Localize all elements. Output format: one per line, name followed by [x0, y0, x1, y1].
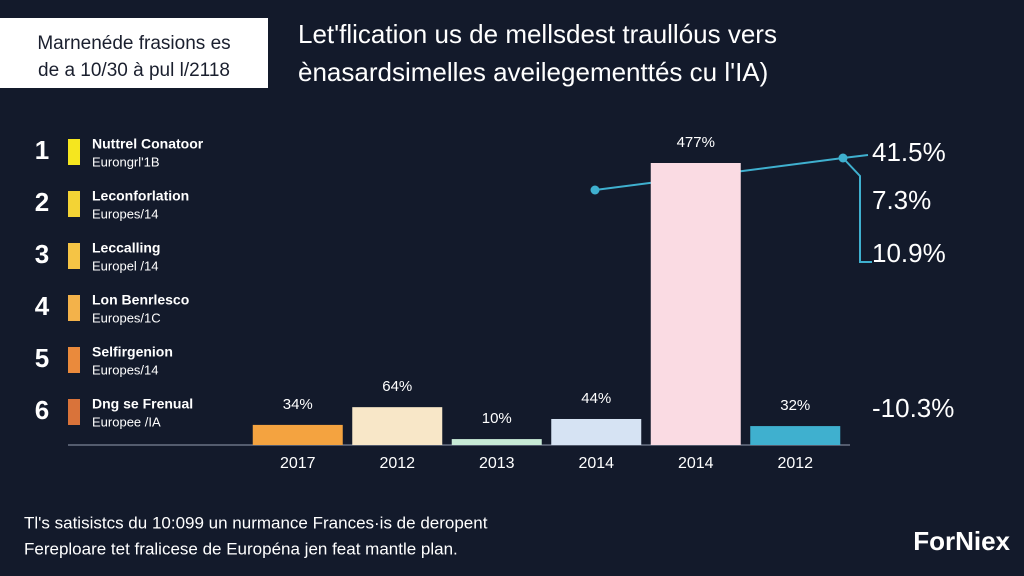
value-label: 34% — [283, 396, 313, 413]
rank-number: 4 — [35, 291, 50, 321]
value-label: 44% — [581, 390, 611, 407]
side-annotation: 41.5% — [872, 137, 946, 167]
value-label: 10% — [482, 410, 512, 427]
rank-sub: Europee /IA — [92, 414, 161, 429]
rank-swatch — [68, 347, 80, 373]
rank-swatch — [68, 243, 80, 269]
rank-name: Dng se Frenual — [92, 396, 193, 412]
side-annotation: 10.9% — [872, 238, 946, 268]
bar — [750, 426, 841, 445]
value-label: 64% — [382, 378, 412, 395]
header-line: de a 10/30 à pul l/2118 — [38, 60, 230, 81]
title-line: Let'flication us de mellsdest traullóus … — [298, 19, 777, 49]
rank-swatch — [68, 399, 80, 425]
x-tick-label: 2014 — [678, 455, 714, 472]
side-annotation: -10.3% — [872, 393, 954, 423]
bar — [252, 424, 343, 445]
x-tick-label: 2013 — [479, 455, 515, 472]
rank-number: 1 — [35, 135, 49, 165]
x-tick-label: 2017 — [280, 455, 316, 472]
header-box — [0, 18, 268, 88]
rank-sub: Europes/14 — [92, 362, 159, 377]
x-tick-label: 2014 — [578, 455, 614, 472]
rank-number: 6 — [35, 395, 49, 425]
brand: ForNiex — [913, 526, 1010, 556]
rank-sub: Europes/1C — [92, 310, 161, 325]
rank-number: 2 — [35, 187, 49, 217]
x-tick-label: 2012 — [379, 455, 415, 472]
bar — [451, 439, 542, 445]
x-tick-label: 2012 — [777, 455, 813, 472]
header-line: Marnenéde frasions es — [37, 33, 230, 54]
bar — [352, 407, 443, 445]
rank-swatch — [68, 139, 80, 165]
rank-number: 5 — [35, 343, 49, 373]
bar — [551, 418, 642, 445]
bracket — [842, 157, 872, 263]
rank-name: Nuttrel Conatoor — [92, 136, 204, 152]
rank-name: Lon Benrlesco — [92, 292, 189, 308]
value-label: 477% — [677, 134, 715, 151]
value-label: 32% — [780, 397, 810, 414]
side-annotation: 7.3% — [872, 185, 931, 215]
rank-swatch — [68, 191, 80, 217]
rank-name: Leccalling — [92, 240, 160, 256]
rank-name: Selfirgenion — [92, 344, 173, 360]
bar — [650, 163, 741, 445]
trend-dot — [590, 185, 600, 195]
rank-name: Leconforlation — [92, 188, 189, 204]
footer-line: Fereploare tet fralicese de Européna jen… — [24, 539, 458, 558]
bracket — [842, 154, 869, 159]
rank-sub: Europel /14 — [92, 258, 159, 273]
footer-line: Tl's satisistcs du 10:099 un nurmance Fr… — [24, 513, 488, 532]
rank-sub: Europes/14 — [92, 206, 159, 221]
rank-number: 3 — [35, 239, 49, 269]
title-line: ènasardsimelles aveilegementtés cu l'IA) — [298, 57, 768, 87]
rank-sub: Eurongrl'1B — [92, 154, 160, 169]
rank-swatch — [68, 295, 80, 321]
